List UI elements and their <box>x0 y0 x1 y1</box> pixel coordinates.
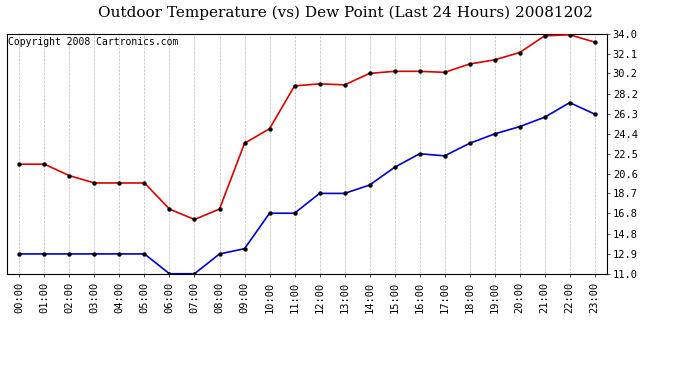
Text: Outdoor Temperature (vs) Dew Point (Last 24 Hours) 20081202: Outdoor Temperature (vs) Dew Point (Last… <box>97 6 593 20</box>
Text: Copyright 2008 Cartronics.com: Copyright 2008 Cartronics.com <box>8 38 179 47</box>
